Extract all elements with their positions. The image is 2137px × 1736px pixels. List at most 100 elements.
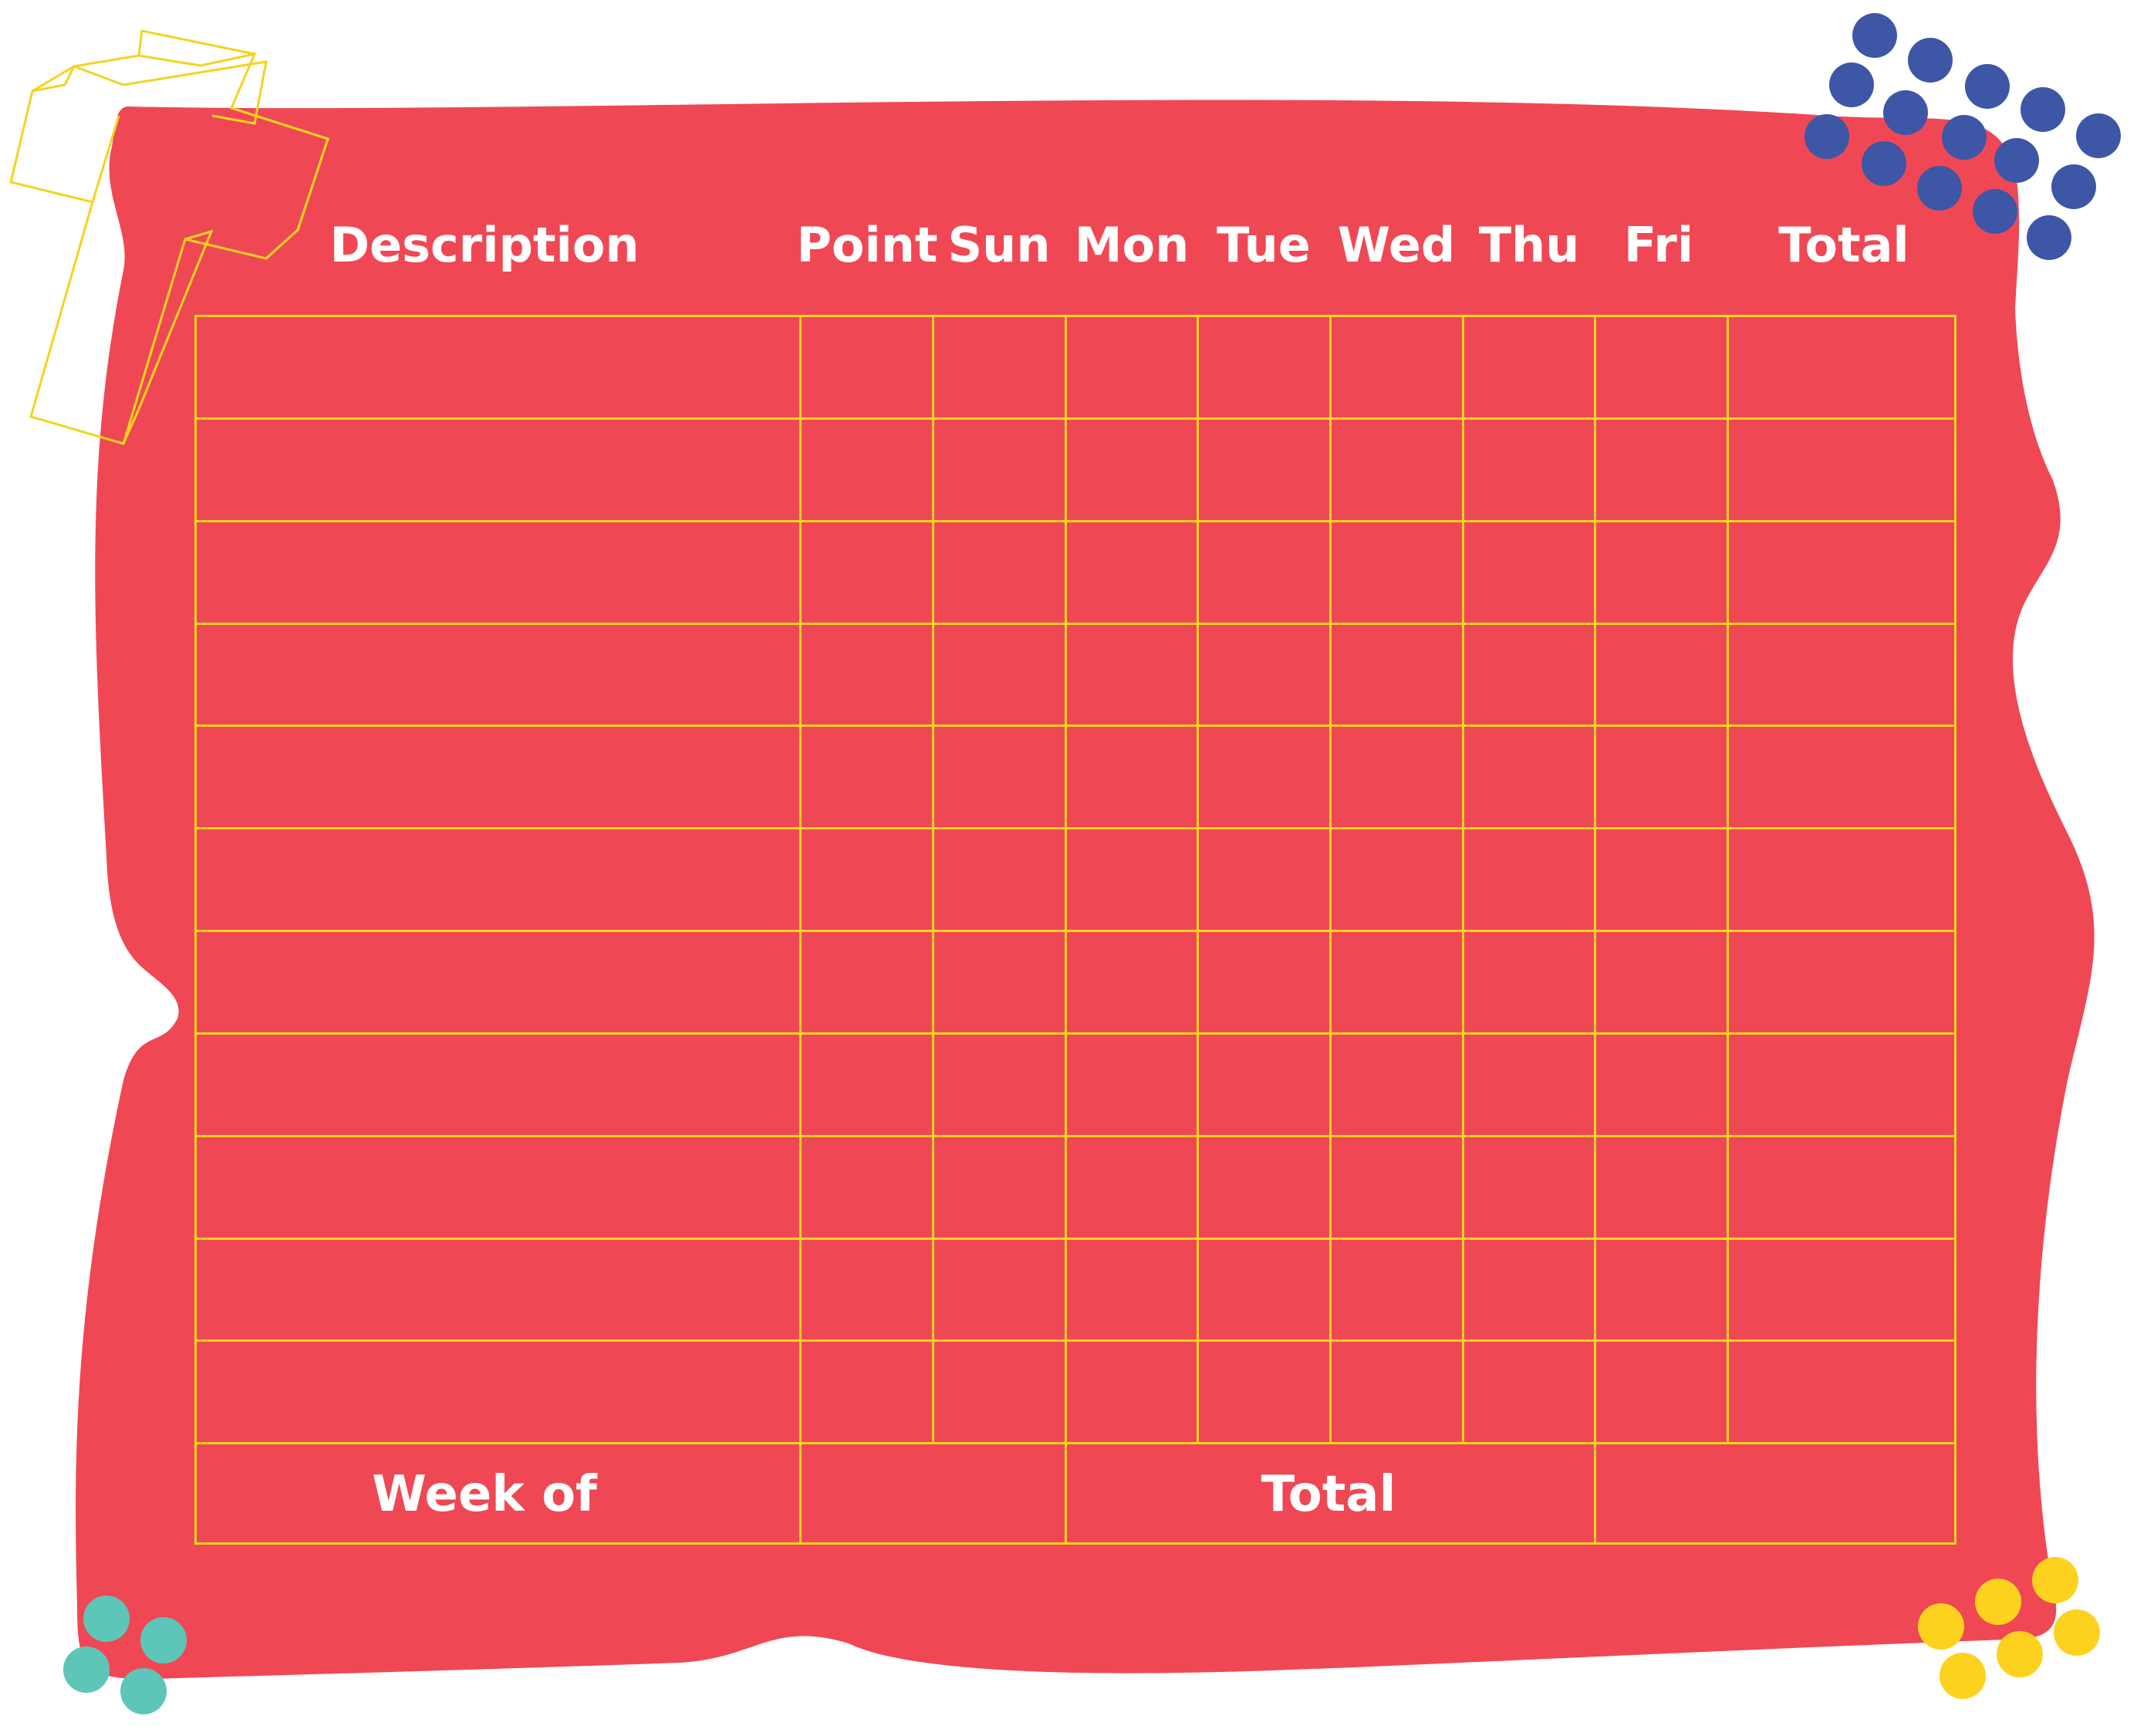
table-cell[interactable]	[1199, 1240, 1329, 1340]
table-cell[interactable]	[1729, 1240, 1956, 1340]
table-cell[interactable]	[1729, 1342, 1956, 1442]
table-cell[interactable]	[802, 625, 932, 725]
table-cell[interactable]	[1464, 317, 1594, 417]
table-cell[interactable]	[1067, 1240, 1197, 1340]
table-cell[interactable]	[1464, 1240, 1594, 1340]
table-cell[interactable]	[802, 727, 932, 827]
table-cell[interactable]	[1067, 522, 1197, 623]
table-cell[interactable]	[802, 1035, 932, 1135]
table-cell[interactable]	[802, 522, 932, 623]
table-cell[interactable]	[802, 1342, 932, 1442]
table-cell[interactable]	[934, 1137, 1065, 1238]
table-cell[interactable]	[1067, 1137, 1197, 1238]
table-cell[interactable]	[197, 420, 799, 520]
table-cell[interactable]	[1596, 1137, 1727, 1238]
table-cell[interactable]	[1199, 522, 1329, 623]
table-cell[interactable]	[1199, 1342, 1329, 1442]
table-cell[interactable]	[802, 420, 932, 520]
table-cell[interactable]	[197, 1240, 799, 1340]
table-cell[interactable]	[934, 522, 1065, 623]
table-cell[interactable]	[1332, 829, 1462, 930]
table-cell[interactable]	[1464, 727, 1594, 827]
table-cell[interactable]	[1067, 317, 1197, 417]
table-cell[interactable]	[1199, 727, 1329, 827]
table-cell[interactable]	[1596, 829, 1727, 930]
table-cell[interactable]	[1332, 1137, 1462, 1238]
table-cell[interactable]	[197, 317, 799, 417]
table-cell[interactable]	[1729, 932, 1956, 1032]
table-cell[interactable]	[1332, 420, 1462, 520]
table-cell[interactable]	[197, 1342, 799, 1442]
table-cell[interactable]	[197, 1035, 799, 1135]
table-cell[interactable]	[1464, 522, 1594, 623]
table-cell[interactable]	[934, 1240, 1065, 1340]
table-cell[interactable]	[934, 317, 1065, 417]
table-cell[interactable]	[197, 727, 799, 827]
table-cell[interactable]	[1729, 1137, 1956, 1238]
table-cell[interactable]	[1729, 522, 1956, 623]
table-cell[interactable]	[1596, 1342, 1727, 1442]
table-cell[interactable]	[802, 932, 932, 1032]
table-cell[interactable]	[1199, 932, 1329, 1032]
table-cell[interactable]	[1199, 829, 1329, 930]
table-cell[interactable]	[1464, 1342, 1594, 1442]
table-cell[interactable]	[1464, 625, 1594, 725]
table-cell[interactable]	[197, 522, 799, 623]
table-cell[interactable]	[1332, 625, 1462, 725]
table-cell[interactable]	[934, 420, 1065, 520]
table-cell[interactable]	[1332, 1342, 1462, 1442]
table-cell[interactable]	[197, 932, 799, 1032]
table-cell[interactable]	[1332, 317, 1462, 417]
table-cell[interactable]	[1067, 420, 1197, 520]
table-cell[interactable]	[1067, 829, 1197, 930]
table-cell[interactable]	[1332, 932, 1462, 1032]
table-cell[interactable]	[1199, 625, 1329, 725]
table-cell[interactable]	[1729, 727, 1956, 827]
table-cell[interactable]	[197, 1137, 799, 1238]
table-cell[interactable]	[1332, 727, 1462, 827]
table-cell[interactable]	[1729, 420, 1956, 520]
table-cell[interactable]	[1596, 727, 1727, 827]
table-cell[interactable]	[1464, 829, 1594, 930]
table-cell[interactable]	[1067, 932, 1197, 1032]
table-cell[interactable]	[934, 932, 1065, 1032]
table-cell[interactable]	[1596, 420, 1727, 520]
table-cell[interactable]	[1332, 522, 1462, 623]
table-cell[interactable]	[1067, 625, 1197, 725]
table-cell[interactable]	[802, 829, 932, 930]
table-cell[interactable]	[1596, 932, 1727, 1032]
table-cell[interactable]	[1067, 1342, 1197, 1442]
table-cell[interactable]	[197, 625, 799, 725]
table-cell[interactable]	[1199, 1137, 1329, 1238]
table-cell[interactable]	[1729, 829, 1956, 930]
table-cell[interactable]	[1596, 1240, 1727, 1340]
table-cell[interactable]	[1067, 1035, 1197, 1135]
table-cell[interactable]	[1464, 1035, 1594, 1135]
table-cell[interactable]	[1729, 317, 1956, 417]
table-cell[interactable]	[934, 1035, 1065, 1135]
table-cell[interactable]	[1332, 1035, 1462, 1135]
table-cell[interactable]	[1464, 420, 1594, 520]
table-cell[interactable]	[934, 625, 1065, 725]
table-cell[interactable]	[1596, 522, 1727, 623]
table-cell[interactable]	[1199, 1035, 1329, 1135]
table-cell[interactable]	[1729, 1035, 1956, 1135]
table-cell[interactable]	[1596, 1035, 1727, 1135]
week-of-value-cell[interactable]	[802, 1444, 1062, 1542]
table-cell[interactable]	[802, 1137, 932, 1238]
table-cell[interactable]	[1464, 932, 1594, 1032]
table-cell[interactable]	[934, 727, 1065, 827]
table-cell[interactable]	[1067, 727, 1197, 827]
table-cell[interactable]	[1332, 1240, 1462, 1340]
table-cell[interactable]	[1199, 420, 1329, 520]
table-cell[interactable]	[1464, 1137, 1594, 1238]
table-cell[interactable]	[197, 829, 799, 930]
table-cell[interactable]	[1596, 625, 1727, 725]
table-cell[interactable]	[934, 1342, 1065, 1442]
table-cell[interactable]	[802, 1240, 932, 1340]
total-value-cell[interactable]	[1729, 1444, 1954, 1542]
table-cell[interactable]	[1596, 317, 1727, 417]
table-cell[interactable]	[934, 829, 1065, 930]
table-cell[interactable]	[1199, 317, 1329, 417]
table-cell[interactable]	[1729, 625, 1956, 725]
